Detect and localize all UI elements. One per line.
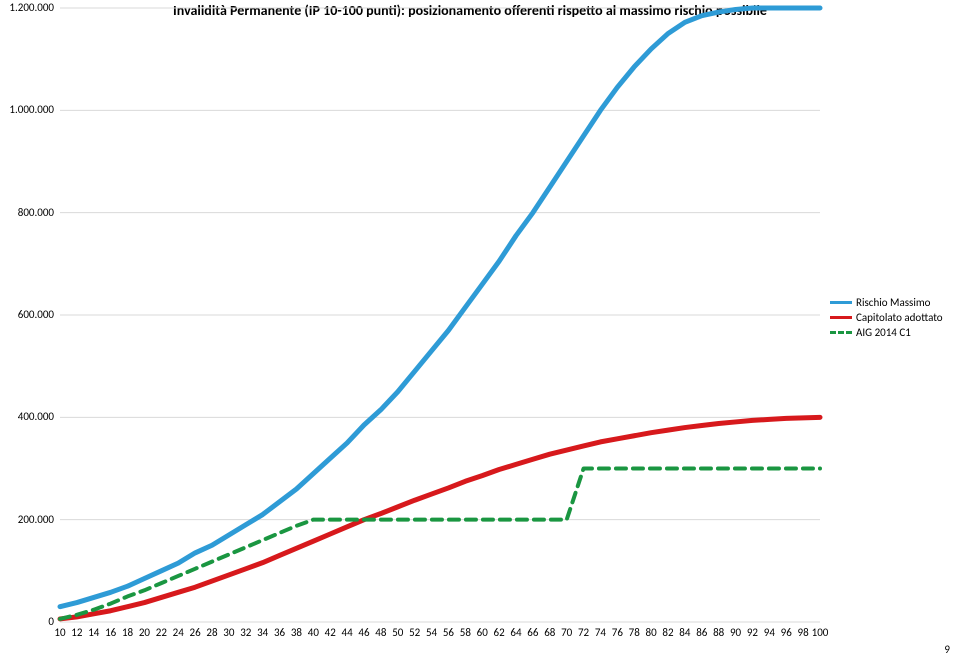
x-tick-label: 16 xyxy=(105,626,116,639)
x-tick-label: 62 xyxy=(494,626,505,639)
x-tick-label: 28 xyxy=(206,626,217,639)
x-tick-label: 56 xyxy=(443,626,454,639)
legend-item: Rischio Massimo xyxy=(830,295,943,309)
x-tick-label: 78 xyxy=(629,626,640,639)
x-tick-label: 26 xyxy=(190,626,201,639)
x-tick-label: 24 xyxy=(173,626,184,639)
x-tick-label: 60 xyxy=(477,626,488,639)
legend-label: Capitolato adottato xyxy=(856,311,943,324)
legend-label: Rischio Massimo xyxy=(856,296,930,309)
x-tick-label: 58 xyxy=(460,626,471,639)
x-tick-label: 82 xyxy=(662,626,673,639)
x-tick-label: 50 xyxy=(392,626,403,639)
y-tick-label: 1.000.000 xyxy=(4,103,54,116)
legend-swatch xyxy=(830,301,852,304)
x-tick-label: 64 xyxy=(510,626,521,639)
x-tick-label: 70 xyxy=(561,626,572,639)
y-tick-label: 0 xyxy=(4,615,54,628)
x-tick-label: 42 xyxy=(325,626,336,639)
x-tick-label: 18 xyxy=(122,626,133,639)
x-tick-label: 94 xyxy=(764,626,775,639)
x-tick-label: 36 xyxy=(274,626,285,639)
legend-item: Capitolato adottato xyxy=(830,310,943,324)
x-tick-label: 80 xyxy=(646,626,657,639)
y-tick-label: 1.200.000 xyxy=(4,1,54,14)
chart-svg xyxy=(0,0,960,660)
x-tick-label: 32 xyxy=(240,626,251,639)
x-tick-label: 86 xyxy=(696,626,707,639)
x-tick-label: 54 xyxy=(426,626,437,639)
x-tick-label: 46 xyxy=(358,626,369,639)
x-tick-label: 66 xyxy=(527,626,538,639)
x-tick-label: 74 xyxy=(595,626,606,639)
y-tick-label: 400.000 xyxy=(4,410,54,423)
x-tick-label: 12 xyxy=(71,626,82,639)
chart-container: Invalidità Permanente (IP 10-100 punti):… xyxy=(0,0,960,660)
legend-swatch xyxy=(830,331,852,334)
series-rischio-massimo xyxy=(60,8,820,607)
x-tick-label: 88 xyxy=(713,626,724,639)
page-number: 9 xyxy=(944,643,950,656)
y-tick-label: 800.000 xyxy=(4,206,54,219)
y-tick-label: 600.000 xyxy=(4,308,54,321)
x-tick-label: 100 xyxy=(812,626,829,639)
x-tick-label: 20 xyxy=(139,626,150,639)
x-tick-label: 10 xyxy=(54,626,65,639)
x-tick-label: 44 xyxy=(342,626,353,639)
x-tick-label: 38 xyxy=(291,626,302,639)
legend-swatch xyxy=(830,316,852,319)
legend-label: AIG 2014 C1 xyxy=(856,326,911,339)
x-tick-label: 92 xyxy=(747,626,758,639)
x-tick-label: 14 xyxy=(88,626,99,639)
legend: Rischio Massimo Capitolato adottato AIG 20… xyxy=(830,295,943,340)
x-tick-label: 96 xyxy=(781,626,792,639)
x-tick-label: 30 xyxy=(223,626,234,639)
legend-item: AIG 2014 C1 xyxy=(830,325,943,339)
x-tick-label: 40 xyxy=(308,626,319,639)
x-tick-label: 52 xyxy=(409,626,420,639)
x-tick-label: 90 xyxy=(730,626,741,639)
x-tick-label: 76 xyxy=(612,626,623,639)
x-tick-label: 48 xyxy=(375,626,386,639)
y-tick-label: 200.000 xyxy=(4,513,54,526)
x-tick-label: 98 xyxy=(798,626,809,639)
x-tick-label: 68 xyxy=(544,626,555,639)
x-tick-label: 34 xyxy=(257,626,268,639)
x-tick-label: 84 xyxy=(679,626,690,639)
x-tick-label: 22 xyxy=(156,626,167,639)
x-tick-label: 72 xyxy=(578,626,589,639)
